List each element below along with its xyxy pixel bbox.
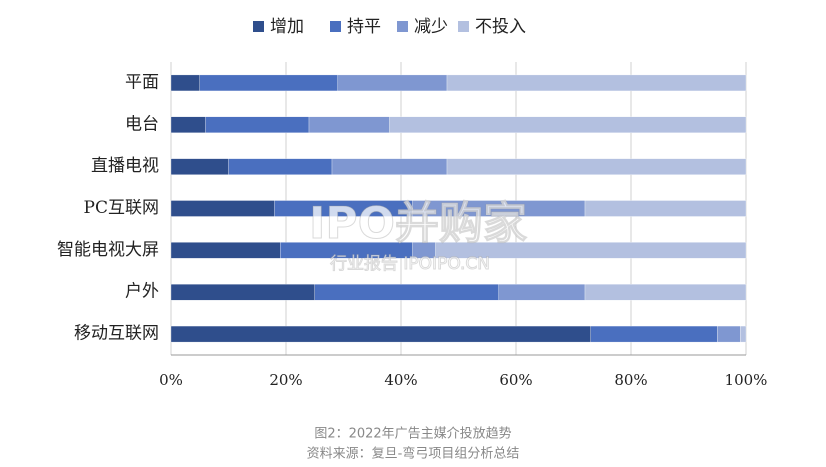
bar-segment xyxy=(228,158,333,175)
bar-segment xyxy=(498,284,586,301)
y-tick-label: 直播电视 xyxy=(91,156,159,176)
bar-segment xyxy=(584,200,747,217)
legend-swatch xyxy=(458,21,469,32)
bar-segment xyxy=(170,158,229,175)
x-tick-label: 20% xyxy=(269,371,302,389)
bar-segment xyxy=(740,325,747,343)
legend-swatch xyxy=(397,21,408,32)
y-tick-label: 电台 xyxy=(125,114,159,134)
source: 资料来源：复旦-弯弓项目组分析总结 xyxy=(307,446,520,462)
y-tick-label: PC互联网 xyxy=(84,198,159,218)
bar-segment xyxy=(170,325,591,343)
bar-segment xyxy=(337,74,448,92)
bar-segment xyxy=(170,116,206,133)
bar-segment xyxy=(170,242,281,259)
bar-segment xyxy=(590,325,718,343)
y-tick-label: 平面 xyxy=(125,72,159,92)
watermark: 行业报告 IPOIPO.CN xyxy=(330,254,490,274)
y-tick-label: 智能电视大屏 xyxy=(57,240,159,260)
x-tick-label: 0% xyxy=(159,371,183,389)
x-tick-label: 60% xyxy=(499,371,532,389)
bar-segment xyxy=(170,284,315,301)
bar-segment xyxy=(584,284,747,301)
x-tick-label: 40% xyxy=(384,371,417,389)
watermark: IPO并购家 xyxy=(309,198,527,249)
bar-segment xyxy=(446,158,747,175)
bar-segment xyxy=(331,158,448,175)
bar-segment xyxy=(170,200,275,217)
y-tick-label: 移动互联网 xyxy=(74,324,159,344)
bar-segment xyxy=(314,284,499,301)
legend-label: 减少 xyxy=(414,17,448,37)
legend-label: 增加 xyxy=(270,17,304,37)
legend-swatch xyxy=(253,21,264,32)
bar-segment xyxy=(170,74,200,92)
caption: 图2：2022年广告主媒介投放趋势 xyxy=(314,426,511,442)
bar-segment xyxy=(308,116,390,133)
legend-label: 持平 xyxy=(347,17,381,37)
legend-swatch xyxy=(330,21,341,32)
bar-segment xyxy=(446,74,747,92)
bar-segment xyxy=(199,74,338,92)
x-tick-label: 80% xyxy=(614,371,647,389)
bar-segment xyxy=(205,116,310,133)
bar-segment xyxy=(435,242,747,259)
y-tick-label: 户外 xyxy=(125,282,159,302)
bar-segment xyxy=(717,325,741,343)
legend-label: 不投入 xyxy=(475,17,526,37)
bar-segment xyxy=(389,116,747,133)
x-tick-label: 100% xyxy=(725,371,768,389)
